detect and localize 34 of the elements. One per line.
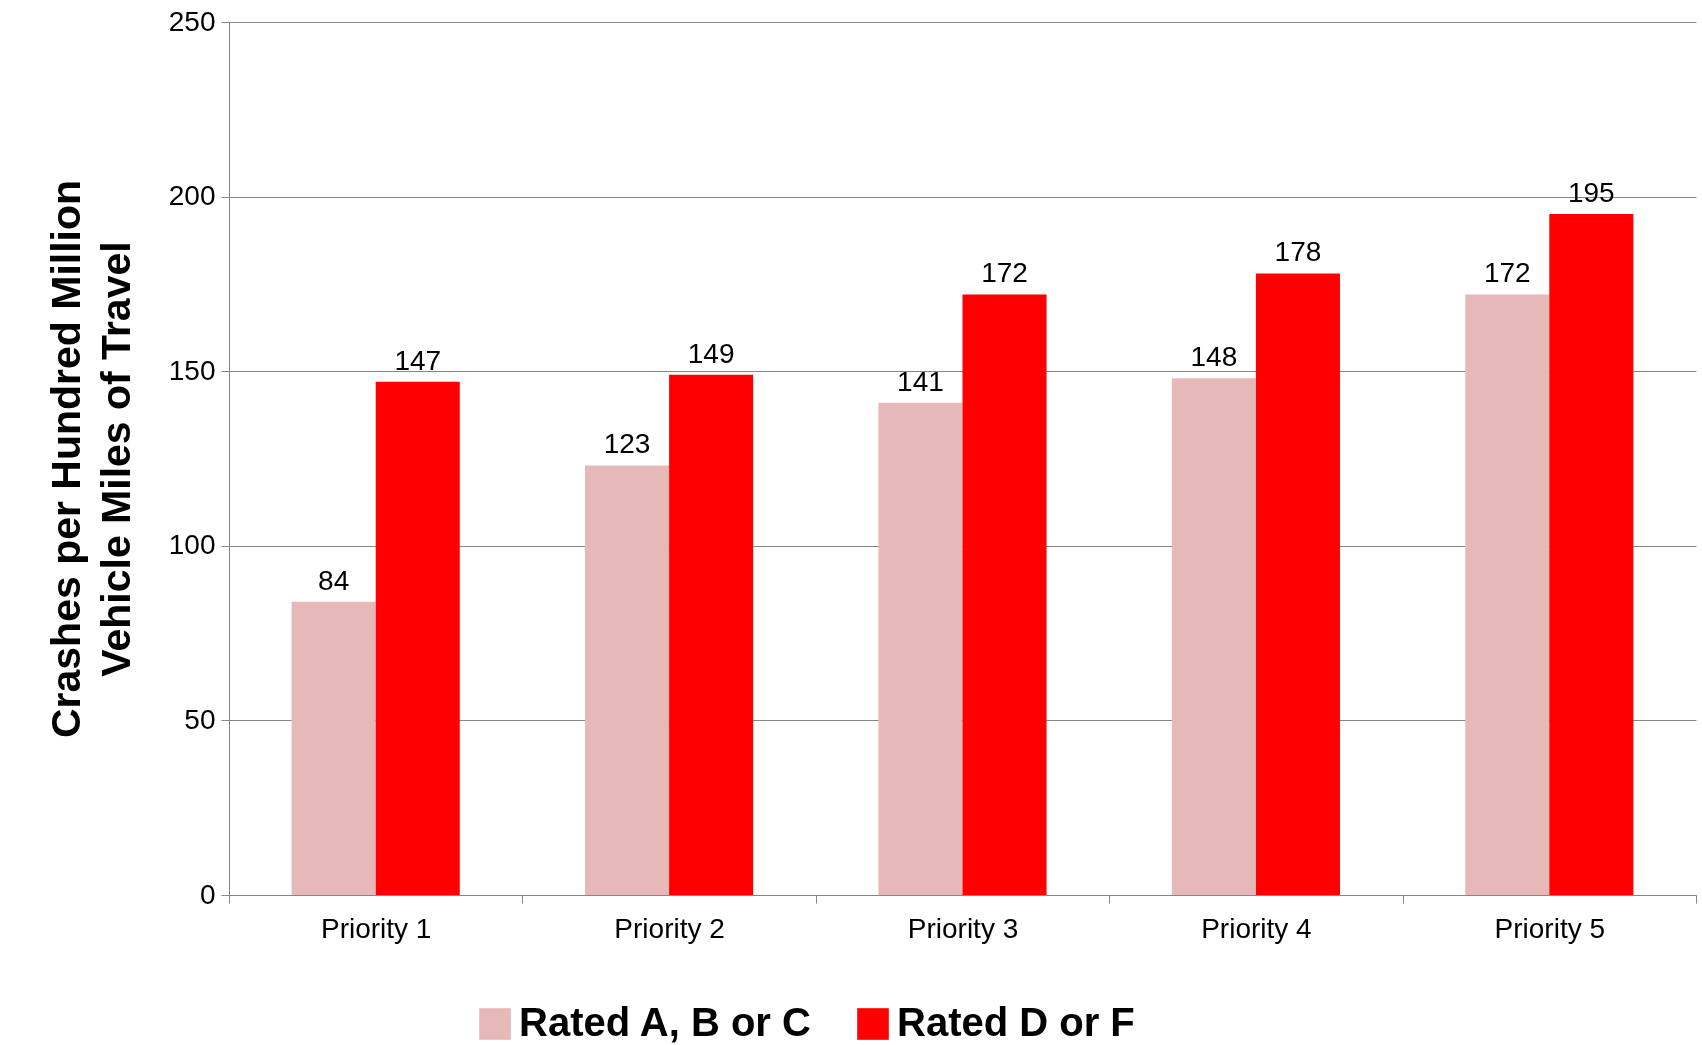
bar <box>1465 294 1550 895</box>
bar <box>962 294 1047 895</box>
data-label: 149 <box>687 337 735 369</box>
x-tick-label: Priority 4 <box>1201 912 1312 944</box>
y-tick-label: 250 <box>168 5 216 37</box>
bar <box>1171 378 1256 895</box>
legend-label: Rated D or F <box>897 1000 1135 1044</box>
legend-label: Rated A, B or C <box>519 1000 811 1044</box>
data-label: 147 <box>394 344 442 376</box>
bar <box>878 402 963 895</box>
y-tick-label: 150 <box>168 354 216 386</box>
y-axis-title: Crashes per Hundred Million Vehicle Miles of Travel <box>42 179 139 739</box>
x-tick-label: Priority 3 <box>907 912 1019 944</box>
bar <box>669 374 754 895</box>
y-tick-label: 0 <box>199 878 216 910</box>
data-label: 148 <box>1190 341 1238 373</box>
data-label: 141 <box>897 365 944 397</box>
y-tick-label: 50 <box>184 703 216 735</box>
bar <box>585 465 670 895</box>
data-label: 172 <box>981 257 1028 289</box>
data-label: 195 <box>1567 177 1615 209</box>
bar <box>291 601 376 895</box>
data-label: 172 <box>1483 257 1531 289</box>
y-tick-label: 100 <box>168 529 216 561</box>
y-tick-label: 200 <box>168 180 216 212</box>
bar <box>1549 214 1634 895</box>
data-label: 178 <box>1274 236 1322 268</box>
x-tick-label: Priority 2 <box>614 912 725 944</box>
data-label: 123 <box>603 428 651 460</box>
data-label: 84 <box>318 564 350 596</box>
x-tick-label: Priority 1 <box>320 912 432 944</box>
bar <box>375 381 460 895</box>
x-tick-label: Priority 5 <box>1494 912 1606 944</box>
bar <box>1255 273 1340 895</box>
